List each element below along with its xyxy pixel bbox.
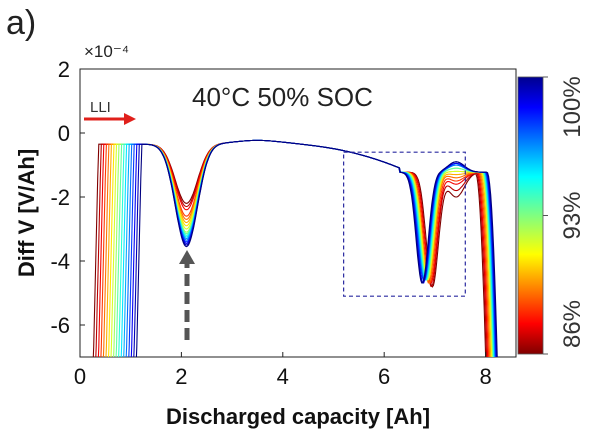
lli-label: LLI xyxy=(90,99,111,116)
x-axis-label: Discharged capacity [Ah] xyxy=(166,404,430,429)
y-exponent-label: ×10⁻⁴ xyxy=(84,42,129,61)
x-axis: 0 2 4 6 8 xyxy=(74,352,492,389)
y-tick-label: -2 xyxy=(50,185,70,210)
colorbar-tick-label: 93% xyxy=(559,191,586,239)
y-axis-label: Diff V [V/Ah] xyxy=(14,149,39,277)
x-tick-label: 2 xyxy=(175,364,187,389)
colorbar-ticks: 86% 93% 100% xyxy=(543,76,586,355)
colorbar-tick-label: 86% xyxy=(559,300,586,348)
x-tick-label: 4 xyxy=(277,364,289,389)
series-layer xyxy=(92,139,498,357)
colorbar-tick-label: 100% xyxy=(559,76,586,137)
peak-arrow xyxy=(179,250,195,340)
condition-annotation: 40°C 50% SOC xyxy=(192,82,373,112)
y-tick-label: -4 xyxy=(50,249,70,274)
plot-frame xyxy=(79,68,517,358)
x-tick-label: 6 xyxy=(378,364,390,389)
y-axis: 2 0 -2 -4 -6 xyxy=(50,57,85,338)
panel-label: a) xyxy=(6,4,36,42)
y-tick-label: 0 xyxy=(58,121,70,146)
lli-arrow xyxy=(84,113,136,125)
x-tick-label: 8 xyxy=(479,364,491,389)
y-tick-label: -6 xyxy=(50,313,70,338)
colorbar xyxy=(517,76,544,355)
series-line xyxy=(135,139,498,357)
x-tick-label: 0 xyxy=(74,364,86,389)
y-tick-label: 2 xyxy=(58,57,70,82)
